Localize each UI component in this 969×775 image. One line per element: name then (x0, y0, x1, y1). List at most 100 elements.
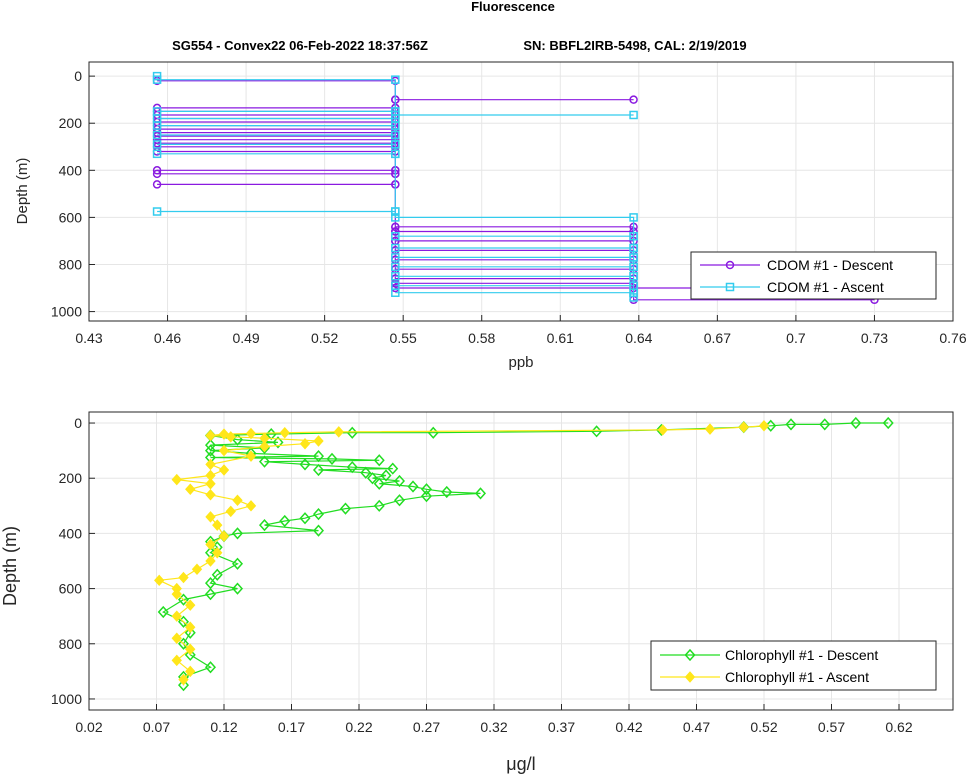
chl-series-1-point-17 (212, 519, 223, 531)
chl-series-0-point-28 (380, 469, 392, 482)
chl-series-0-point-39 (339, 502, 352, 515)
chl-series-1-point-31 (259, 440, 270, 453)
chl-series-0-point-41 (299, 512, 311, 525)
chl-series-1-point-37 (218, 428, 230, 440)
cdom-series-1-point-22 (629, 213, 638, 222)
cdom-xtick-label-6: 0.61 (547, 330, 574, 346)
chl-series-1-point-3 (185, 643, 196, 656)
cdom-series-1-point-34 (152, 130, 162, 140)
cdom-series-1-point-11 (391, 262, 400, 272)
chl-series-1-point-34 (259, 432, 270, 444)
chlorophyll-y-ticks: 0 200 400 600 800 1000 (51, 415, 95, 707)
chl-series-1-point-32 (299, 437, 311, 450)
cdom-series-1-point-8 (391, 272, 400, 281)
chl-series-0-point-24 (346, 461, 358, 474)
chl-series-0-point-1 (850, 416, 862, 430)
legend-label-chl-descent: Chlorophyll #1 - Descent (725, 647, 878, 663)
cdom-series-1-point-35 (391, 130, 400, 140)
chl-xtick-label-5: 0.27 (413, 719, 440, 735)
chl-series-0-point-51 (211, 568, 223, 581)
chl-series-1-point-30 (218, 444, 230, 457)
cdom-series-0-point-58 (391, 227, 400, 236)
chlorophyll-series (154, 416, 894, 692)
chl-xtick-label-1: 0.07 (143, 719, 170, 735)
chl-series-0-point-42 (279, 514, 291, 528)
chl-series-1-point-39 (279, 426, 290, 439)
figure-subtitle-right: SN: BBFL2IRB-5498, CAL: 2/19/2019 (523, 38, 746, 53)
cdom-series-1-point-26 (391, 207, 400, 216)
chl-series-0-point-44 (312, 524, 325, 537)
chlorophyll-axes-box (88, 411, 954, 711)
chl-series-1-point-25 (171, 473, 182, 486)
chl-series-0-point-7 (591, 425, 603, 438)
cdom-series-1-point-47 (391, 107, 400, 116)
chl-series-1-point-2 (171, 654, 182, 667)
chl-series-0-point-13 (272, 436, 284, 449)
chl-series-0-point-14 (204, 438, 217, 452)
chl-xtick-label-7: 0.37 (548, 719, 575, 735)
cdom-series (152, 71, 879, 305)
chl-series-1-point-42 (704, 423, 716, 435)
cdom-series-0-point-48 (152, 169, 162, 179)
chl-series-0-point-0 (882, 416, 894, 430)
cdom-xtick-label-0: 0.43 (75, 330, 102, 346)
chl-series-0-point-22 (258, 455, 271, 468)
chlorophyll-axes: 0.02 0.07 0.12 0.17 0.22 0.27 0.32 0.37 0.42 0.47… (0, 411, 954, 774)
chl-series-0-point-57 (177, 615, 190, 628)
chl-series-1-point-10 (154, 574, 165, 587)
cdom-xtick-label-4: 0.55 (390, 330, 417, 346)
chl-series-1-point-9 (171, 582, 182, 595)
chl-series-0-point-54 (204, 587, 217, 601)
cdom-xtick-label-10: 0.73 (861, 330, 888, 346)
chl-ytick-label-1: 200 (59, 470, 83, 486)
cdom-ytick-label-2: 400 (59, 162, 83, 178)
figure-title: Fluorescence (471, 0, 555, 14)
cdom-axes-box (88, 61, 954, 322)
cdom-xtick-label-2: 0.49 (232, 330, 259, 346)
cdom-xtick-label-1: 0.46 (154, 330, 181, 346)
chl-series-0-point-4 (765, 419, 777, 432)
chl-series-1-point-44 (758, 420, 770, 432)
cdom-series-0-point-55 (391, 222, 400, 232)
legend-marker-chl-ascent (684, 671, 696, 683)
chl-series-1-point-28 (205, 458, 216, 471)
chl-xtick-label-11: 0.57 (818, 719, 845, 735)
chl-series-0-point-31 (373, 477, 385, 490)
chl-series-1-point-24 (205, 477, 216, 490)
chl-xtick-label-6: 0.32 (480, 719, 507, 735)
cdom-ytick-label-4: 800 (59, 256, 83, 272)
chl-series-0-point-53 (231, 582, 244, 595)
chl-series-0-point-36 (420, 490, 433, 503)
cdom-series-1-point-31 (152, 140, 162, 149)
chl-series-1-point-6 (171, 610, 182, 622)
cdom-xtick-label-5: 0.58 (468, 330, 495, 346)
chl-series-0-point-59 (177, 637, 190, 650)
chl-series-0-point-35 (474, 487, 487, 500)
chlorophyll-y-label: Depth (m) (0, 526, 20, 606)
chl-series-1-point-12 (191, 563, 203, 576)
chl-series-1-point-21 (232, 494, 243, 507)
cdom-xtick-label-11: 0.76 (939, 330, 966, 346)
chl-series-0-point-56 (157, 605, 169, 619)
chl-series-0-point-30 (393, 474, 406, 488)
chl-series-0-point-2 (819, 418, 831, 431)
chlorophyll-legend: Chlorophyll #1 - Descent Chlorophyll #1 … (650, 640, 937, 691)
chl-series-1 (154, 420, 770, 686)
cdom-series-0-point-51 (152, 180, 162, 189)
chl-series-0-point-16 (204, 444, 217, 457)
cdom-series-1-point-25 (152, 207, 162, 216)
cdom-xtick-label-8: 0.67 (704, 330, 731, 346)
chl-xtick-label-8: 0.42 (615, 719, 642, 735)
cdom-series-1-point-21 (629, 231, 638, 241)
chl-series-1-point-41 (657, 424, 668, 436)
cdom-ytick-label-5: 1000 (51, 304, 82, 320)
chl-series-0-point-61 (204, 661, 217, 674)
cdom-series-1-line (156, 76, 635, 298)
cdom-x-label: ppb (508, 354, 533, 371)
chl-series-0-point-45 (231, 527, 244, 540)
chl-series-0-point-55 (177, 593, 190, 606)
chl-series-0-point-20 (326, 452, 338, 466)
chlorophyll-legend-box (650, 640, 937, 691)
cdom-series-1-point-28 (152, 149, 162, 159)
